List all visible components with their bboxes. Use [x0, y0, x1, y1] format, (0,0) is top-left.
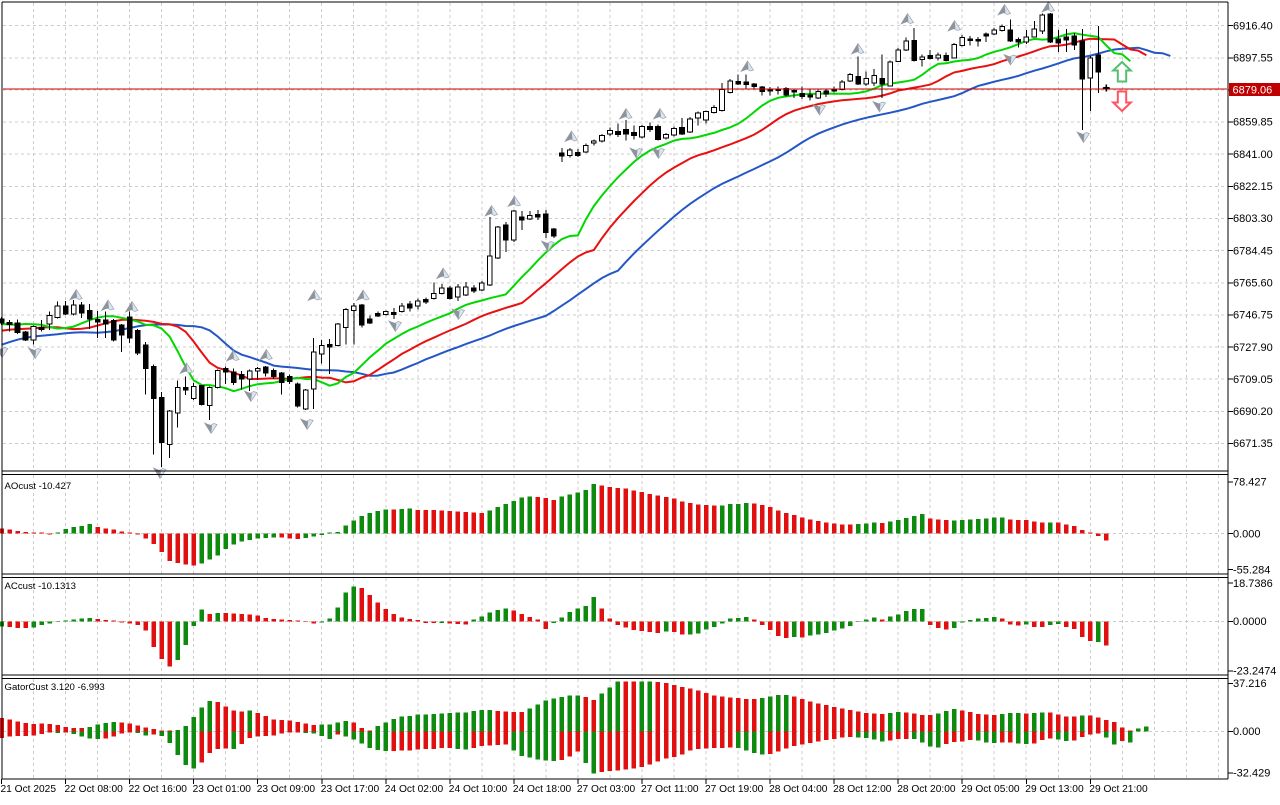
- svg-text:78.427: 78.427: [1233, 477, 1267, 489]
- svg-text:6859.85: 6859.85: [1233, 117, 1273, 129]
- svg-text:6897.55: 6897.55: [1233, 53, 1273, 65]
- svg-text:37.216: 37.216: [1233, 678, 1267, 690]
- svg-text:-23.2474: -23.2474: [1233, 666, 1276, 678]
- svg-text:GatorCust 3.120 -6.993: GatorCust 3.120 -6.993: [5, 682, 105, 693]
- svg-text:27 Oct 11:00: 27 Oct 11:00: [641, 784, 699, 795]
- svg-text:-32.429: -32.429: [1233, 768, 1270, 780]
- svg-text:27 Oct 03:00: 27 Oct 03:00: [577, 784, 636, 795]
- svg-text:22 Oct 08:00: 22 Oct 08:00: [65, 784, 124, 795]
- svg-text:6727.90: 6727.90: [1233, 342, 1273, 354]
- svg-text:6803.30: 6803.30: [1233, 213, 1273, 225]
- svg-text:6822.15: 6822.15: [1233, 181, 1273, 193]
- svg-text:24 Oct 02:00: 24 Oct 02:00: [385, 784, 444, 795]
- svg-text:23 Oct 17:00: 23 Oct 17:00: [321, 784, 380, 795]
- svg-text:6765.60: 6765.60: [1233, 278, 1273, 290]
- svg-text:18.7386: 18.7386: [1233, 578, 1273, 590]
- svg-text:24 Oct 18:00: 24 Oct 18:00: [513, 784, 572, 795]
- svg-text:22 Oct 16:00: 22 Oct 16:00: [129, 784, 188, 795]
- svg-text:28 Oct 12:00: 28 Oct 12:00: [833, 784, 892, 795]
- svg-text:23 Oct 01:00: 23 Oct 01:00: [193, 784, 252, 795]
- svg-text:0.000: 0.000: [1233, 528, 1261, 540]
- svg-text:6841.00: 6841.00: [1233, 149, 1273, 161]
- svg-text:23 Oct 09:00: 23 Oct 09:00: [257, 784, 316, 795]
- svg-text:6784.45: 6784.45: [1233, 245, 1273, 257]
- svg-text:6916.40: 6916.40: [1233, 20, 1273, 32]
- svg-text:6746.75: 6746.75: [1233, 310, 1273, 322]
- svg-text:24 Oct 10:00: 24 Oct 10:00: [449, 784, 508, 795]
- svg-text:ACcust -10.1313: ACcust -10.1313: [5, 581, 76, 592]
- svg-text:27 Oct 19:00: 27 Oct 19:00: [705, 784, 764, 795]
- svg-text:6709.05: 6709.05: [1233, 374, 1273, 386]
- svg-text:0.000: 0.000: [1233, 726, 1261, 738]
- svg-text:-55.284: -55.284: [1233, 564, 1270, 576]
- svg-text:29 Oct 05:00: 29 Oct 05:00: [961, 784, 1020, 795]
- svg-text:6879.06: 6879.06: [1233, 85, 1273, 97]
- svg-text:AOcust -10.427: AOcust -10.427: [5, 481, 72, 492]
- svg-text:21 Oct 2025: 21 Oct 2025: [1, 784, 57, 795]
- svg-text:0.0000: 0.0000: [1233, 616, 1267, 628]
- svg-text:29 Oct 13:00: 29 Oct 13:00: [1025, 784, 1084, 795]
- svg-text:6690.20: 6690.20: [1233, 406, 1273, 418]
- svg-text:28 Oct 04:00: 28 Oct 04:00: [769, 784, 828, 795]
- svg-text:29 Oct 21:00: 29 Oct 21:00: [1089, 784, 1148, 795]
- svg-text:28 Oct 20:00: 28 Oct 20:00: [897, 784, 956, 795]
- svg-text:6671.35: 6671.35: [1233, 438, 1273, 450]
